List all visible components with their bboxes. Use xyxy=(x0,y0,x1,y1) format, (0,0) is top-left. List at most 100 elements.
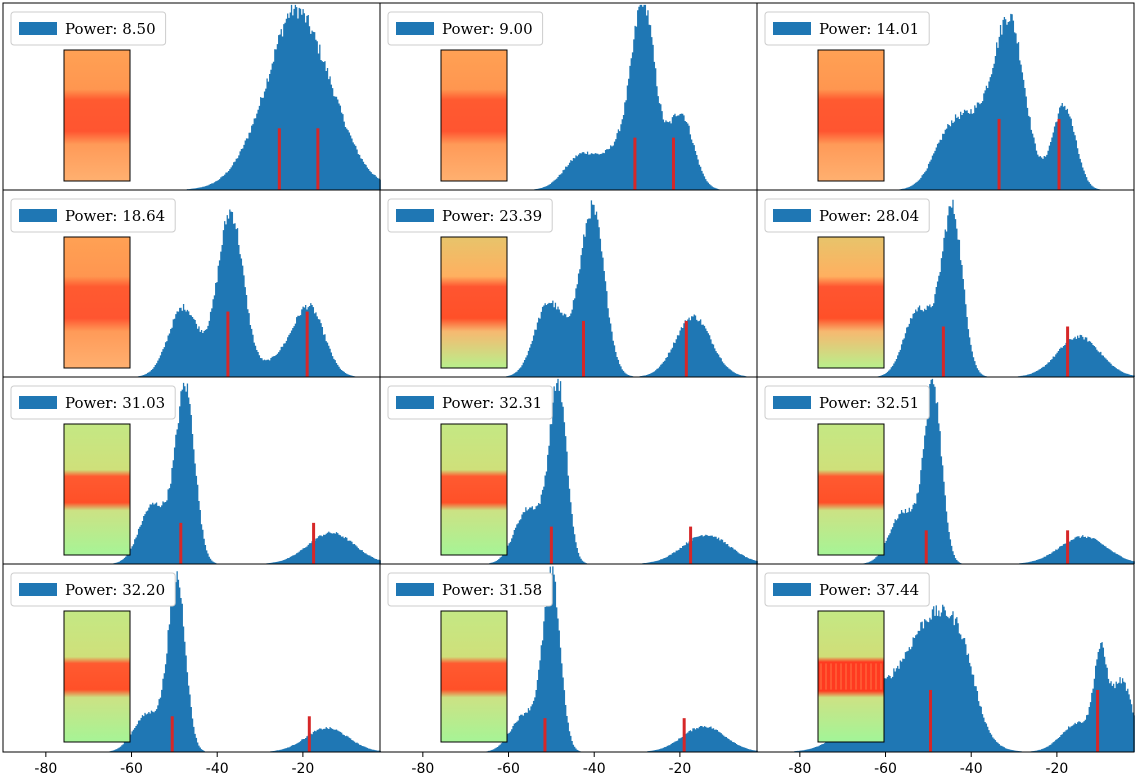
legend-label: Power: 8.50 xyxy=(65,20,156,38)
legend-box xyxy=(10,572,176,607)
legend-box xyxy=(10,198,176,233)
legend-label: Power: 23.39 xyxy=(442,207,542,225)
legend-box xyxy=(764,385,930,420)
peak-marker xyxy=(581,320,585,377)
histogram-panel: Power: 9.00 xyxy=(379,2,758,191)
histogram-panel: Power: 23.39 xyxy=(379,189,758,378)
legend-label: Power: 31.03 xyxy=(65,394,165,412)
peak-marker xyxy=(924,530,928,564)
peak-marker xyxy=(226,311,230,377)
histogram-panel: Power: 14.01 xyxy=(756,2,1135,191)
histogram-bars xyxy=(137,209,356,377)
inset-stripe xyxy=(860,663,862,690)
histogram-bars xyxy=(489,378,758,564)
inset-image xyxy=(440,423,508,556)
legend: Power: 18.64 xyxy=(10,198,176,233)
legend-swatch xyxy=(19,22,57,35)
legend-label: Power: 37.44 xyxy=(819,581,919,599)
inset-image xyxy=(440,236,508,369)
inset-image xyxy=(63,49,131,182)
legend-swatch xyxy=(773,209,811,222)
histogram-panel: Power: 32.51 xyxy=(756,376,1135,565)
peak-marker xyxy=(305,311,309,377)
legend-box xyxy=(387,385,553,420)
x-tick-label: -20 xyxy=(668,761,691,777)
histogram-panel: Power: 8.50 xyxy=(2,2,381,191)
inset-image xyxy=(63,236,131,369)
peak-marker xyxy=(316,128,320,190)
peak-marker xyxy=(277,128,281,190)
legend: Power: 9.00 xyxy=(387,11,544,46)
histogram-bars xyxy=(534,4,720,190)
legend-swatch xyxy=(773,396,811,409)
legend: Power: 32.51 xyxy=(764,385,930,420)
legend: Power: 37.44 xyxy=(764,572,930,607)
legend-label: Power: 9.00 xyxy=(442,20,533,38)
peak-marker xyxy=(543,718,547,752)
histogram-bars xyxy=(899,13,1101,190)
histogram-bars xyxy=(113,382,381,564)
peak-marker xyxy=(307,716,311,752)
histogram-panel: Power: 18.64 xyxy=(2,189,381,378)
peak-marker xyxy=(179,522,183,564)
legend: Power: 31.58 xyxy=(387,572,553,607)
inset-stripe xyxy=(875,663,877,690)
histogram-bars xyxy=(109,571,381,752)
inset-stripe xyxy=(850,663,852,690)
histogram-panel: Power: 31.58 xyxy=(379,563,758,753)
panels-layer: Power: 8.50 Power: 9.00 Power: 14.01 Power:… xyxy=(2,2,1135,753)
inset-stripe xyxy=(865,663,867,690)
inset-image xyxy=(63,423,131,556)
legend-swatch xyxy=(396,396,434,409)
legend-label: Power: 32.51 xyxy=(819,394,919,412)
legend: Power: 23.39 xyxy=(387,198,553,233)
peak-marker xyxy=(941,326,945,377)
x-tick-label: -80 xyxy=(411,761,434,777)
legend: Power: 32.31 xyxy=(387,385,553,420)
inset-stripe xyxy=(855,663,857,690)
peak-marker xyxy=(170,716,174,752)
legend-label: Power: 31.58 xyxy=(442,581,542,599)
legend-swatch xyxy=(396,583,434,596)
axes-frame xyxy=(756,563,1135,753)
legend-box xyxy=(764,572,930,607)
inset-image xyxy=(440,49,508,182)
inset-stripe xyxy=(820,663,822,690)
legend-swatch xyxy=(396,209,434,222)
inset-stripe xyxy=(830,663,832,690)
legend-box xyxy=(10,11,167,46)
peak-marker xyxy=(1066,326,1070,377)
legend: Power: 32.20 xyxy=(10,572,176,607)
inset-image xyxy=(817,236,885,369)
inset-stripe xyxy=(880,663,882,690)
peak-marker xyxy=(684,320,688,377)
inset-stripe xyxy=(870,663,872,690)
peak-marker xyxy=(633,137,637,190)
legend-label: Power: 32.31 xyxy=(442,394,542,412)
peak-marker xyxy=(1096,689,1100,752)
legend: Power: 28.04 xyxy=(764,198,930,233)
x-tick-label: -60 xyxy=(497,761,520,777)
inset-image xyxy=(63,610,131,743)
legend: Power: 31.03 xyxy=(10,385,176,420)
x-tick-label: -60 xyxy=(120,761,143,777)
inset-stripe xyxy=(845,663,847,690)
peak-marker xyxy=(1066,530,1070,564)
peak-marker xyxy=(682,718,686,752)
peak-marker xyxy=(1057,118,1061,190)
legend-swatch xyxy=(19,583,57,596)
x-tick-label: -20 xyxy=(1045,761,1068,777)
legend: Power: 8.50 xyxy=(10,11,167,46)
legend-swatch xyxy=(19,396,57,409)
inset-image xyxy=(817,423,885,556)
legend-box xyxy=(387,572,553,607)
legend: Power: 14.01 xyxy=(764,11,930,46)
x-tick-label: -40 xyxy=(583,761,606,777)
histogram-panel: Power: 32.31 xyxy=(379,376,758,565)
histogram-panel: Power: 32.20 xyxy=(2,563,381,753)
peak-marker xyxy=(997,118,1001,190)
legend-box xyxy=(764,198,930,233)
histogram-panel: Power: 37.44 xyxy=(756,563,1135,753)
legend-box xyxy=(387,198,553,233)
